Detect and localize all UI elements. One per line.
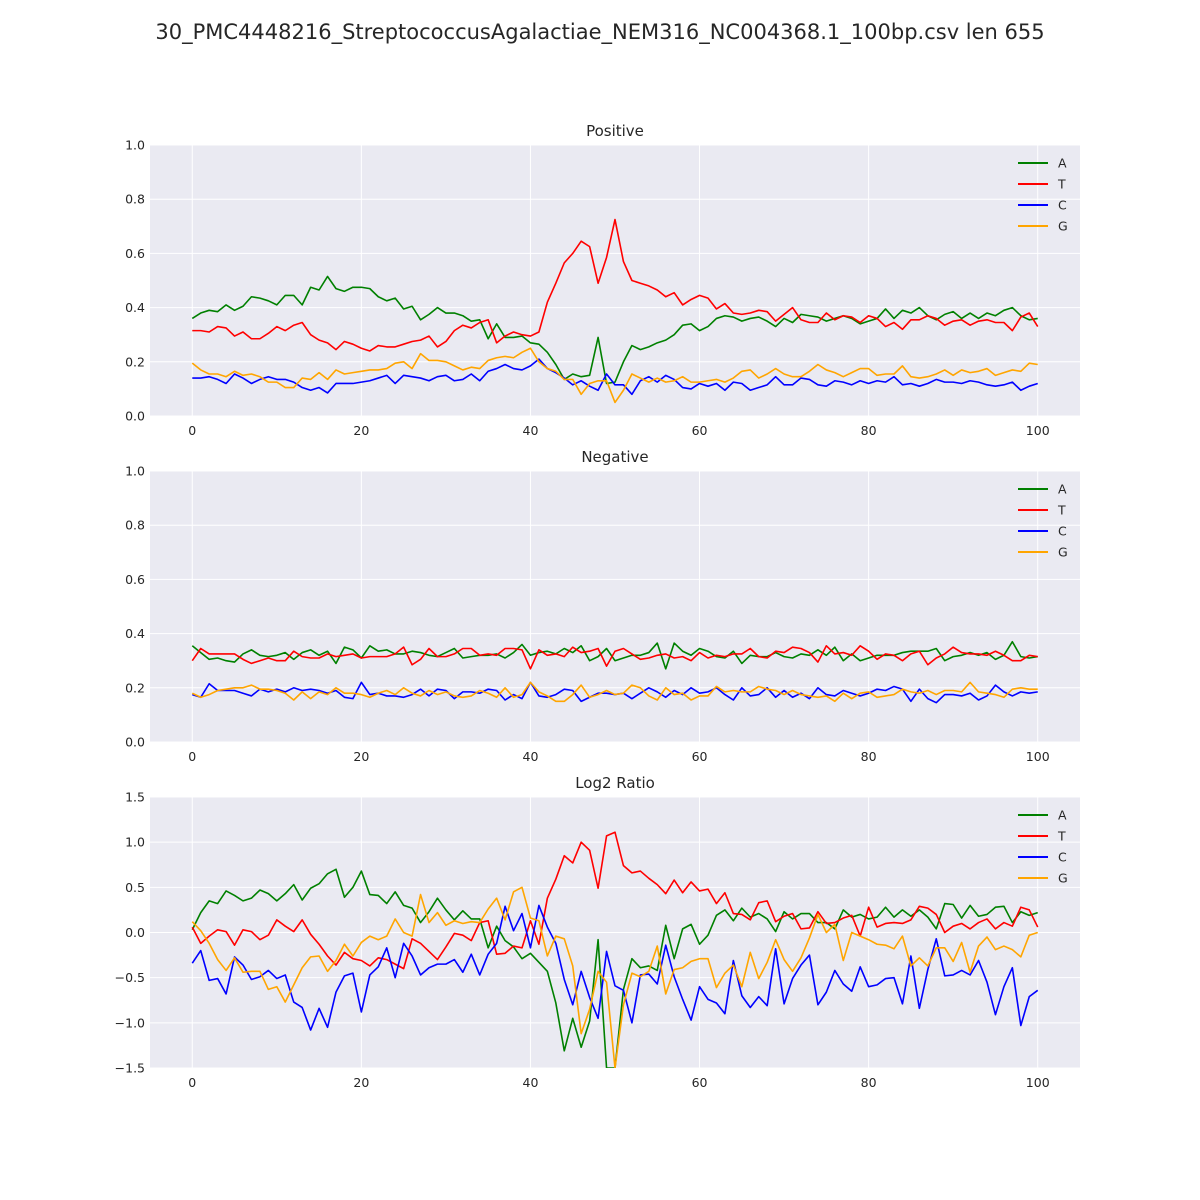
chart-title: Positive — [586, 122, 644, 140]
x-tick-label: 60 — [692, 749, 708, 764]
x-tick-label: 80 — [861, 1075, 877, 1090]
chart-title: Log2 Ratio — [575, 774, 655, 792]
legend-label-G: G — [1058, 871, 1068, 886]
y-tick-label: 0.5 — [125, 880, 145, 895]
series-line-C — [192, 358, 1038, 396]
x-tick-label: 60 — [692, 423, 708, 438]
x-tick-label: 40 — [523, 1075, 539, 1090]
y-tick-label: 0.0 — [125, 735, 145, 750]
series-line-G — [191, 681, 1038, 703]
x-tick-label: 100 — [1026, 1075, 1050, 1090]
y-tick-label: 0.6 — [125, 572, 145, 587]
legend-label-C: C — [1058, 198, 1067, 213]
x-tick-label: 0 — [188, 423, 196, 438]
chart-title: Negative — [581, 448, 648, 466]
figure-title: 30_PMC4448216_StreptococcusAgalactiae_NE… — [155, 20, 1044, 45]
series-group — [191, 218, 1039, 404]
series-line-T — [191, 644, 1038, 670]
y-tick-label: −1.0 — [115, 1015, 145, 1030]
y-tick-label: 0.8 — [125, 518, 145, 533]
y-tick-label: 0.4 — [125, 300, 145, 315]
y-tick-label: 0.6 — [125, 246, 145, 261]
series-line-A — [191, 275, 1038, 385]
y-tick-label: 0.2 — [125, 680, 145, 695]
x-tick-label: 80 — [861, 423, 877, 438]
series-line-G — [191, 347, 1038, 404]
legend-label-G: G — [1058, 545, 1068, 560]
x-tick-label: 80 — [861, 749, 877, 764]
x-tick-label: 40 — [523, 423, 539, 438]
legend-label-T: T — [1057, 503, 1066, 518]
series-line-G — [191, 886, 1038, 1068]
plot-area — [150, 145, 1080, 416]
y-tick-label: 0.0 — [125, 925, 145, 940]
x-tick-label: 20 — [353, 423, 369, 438]
legend-label-A: A — [1058, 156, 1067, 171]
series-group — [191, 831, 1039, 1068]
x-tick-label: 20 — [353, 749, 369, 764]
y-tick-label: −1.5 — [115, 1061, 145, 1076]
legend-label-C: C — [1058, 524, 1067, 539]
y-tick-label: 1.0 — [125, 835, 145, 850]
y-tick-label: 1.0 — [125, 464, 145, 479]
x-tick-label: 100 — [1026, 749, 1050, 764]
y-tick-label: 0.4 — [125, 626, 145, 641]
legend-label-A: A — [1058, 808, 1067, 823]
y-tick-label: 0.2 — [125, 354, 145, 369]
y-tick-label: 0.0 — [125, 409, 145, 424]
x-tick-label: 60 — [692, 1075, 708, 1090]
legend-label-C: C — [1058, 850, 1067, 865]
x-tick-label: 0 — [188, 749, 196, 764]
legend-label-T: T — [1057, 177, 1066, 192]
y-tick-label: 1.0 — [125, 138, 145, 153]
x-tick-label: 20 — [353, 1075, 369, 1090]
x-tick-label: 40 — [523, 749, 539, 764]
y-tick-label: 0.8 — [125, 192, 145, 207]
legend-label-A: A — [1058, 482, 1067, 497]
chart-panel-1: 0 20 40 60 80 100 0.0 0.2 0.4 0.6 0.8 1.0 Positive AT… — [125, 122, 1080, 438]
series-line-T — [191, 831, 1039, 970]
chart-panel-3: 0 20 40 60 80 100 −1.5 −1.0 −0.5 0.0 0.5 1.0 1.5 Log2… — [115, 774, 1080, 1090]
series-group — [191, 640, 1038, 704]
series-line-T — [192, 218, 1039, 352]
x-tick-label: 100 — [1026, 423, 1050, 438]
y-tick-label: 1.5 — [125, 790, 145, 805]
y-tick-label: −0.5 — [115, 970, 145, 985]
x-tick-label: 0 — [188, 1075, 196, 1090]
axes-group: 0 20 40 60 80 1000.00.20.40.60.81.0PositiveAT… — [115, 122, 1080, 1090]
legend-label-T: T — [1057, 829, 1066, 844]
series-line-A — [191, 640, 1038, 670]
series-line-C — [191, 904, 1039, 1031]
series-line-A — [191, 868, 1038, 1068]
legend-label-G: G — [1058, 219, 1068, 234]
chart-panel-2: 0 20 40 60 80 100 0.0 0.2 0.4 0.6 0.8 1.0 Negative AT… — [125, 448, 1080, 764]
plot-area — [150, 471, 1080, 742]
